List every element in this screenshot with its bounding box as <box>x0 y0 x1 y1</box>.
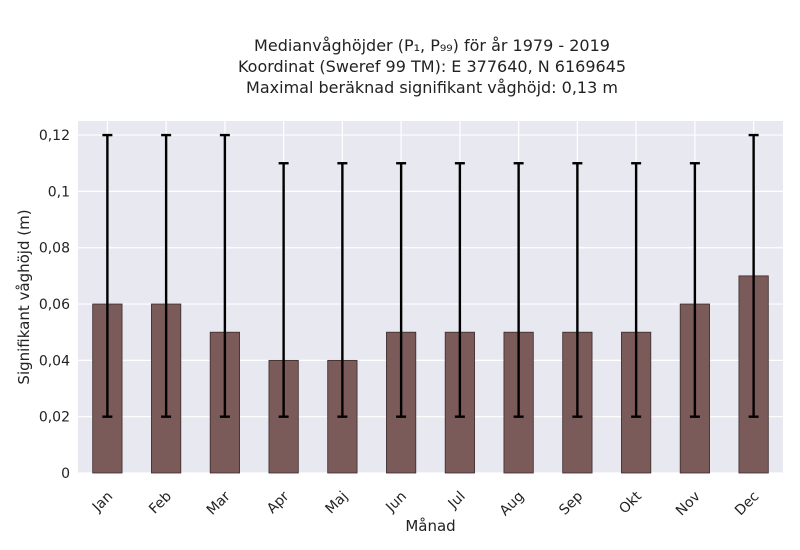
x-tick-label-apr: Apr <box>264 488 293 517</box>
y-tick-label: 0,12 <box>39 128 70 144</box>
x-tick-label-nov: Nov <box>673 489 704 520</box>
y-tick-label: 0,06 <box>39 297 70 313</box>
x-tick-label-aug: Aug <box>497 489 528 520</box>
x-tick-label-feb: Feb <box>146 488 175 517</box>
x-tick-label-maj: Maj <box>323 489 352 518</box>
y-tick-label: 0,1 <box>48 184 70 200</box>
errorbar-nov <box>689 162 700 418</box>
y-axis-ticks: 0 0,02 0,04 0,06 0,08 0,1 0,12 <box>39 128 70 482</box>
x-axis-ticks: Jan Feb Mar Apr Maj Jun Jul Aug Sep Okt Nov Dec <box>89 488 763 519</box>
x-axis-label: Månad <box>405 517 455 535</box>
title-line-2: Koordinat (Sweref 99 TM): E 377640, N 61… <box>238 57 626 76</box>
errorbar-feb <box>161 133 172 418</box>
x-tick-label-mar: Mar <box>204 488 234 518</box>
x-tick-label-sep: Sep <box>556 488 586 518</box>
errorbar-okt <box>631 162 642 418</box>
errorbar-aug <box>513 162 524 418</box>
errorbar-sep <box>572 162 583 418</box>
errorbar-mar <box>219 133 230 418</box>
errorbar-jul <box>454 162 465 418</box>
error-bars <box>102 133 759 418</box>
title-line-1: Medianvåghöjder (P₁, P₉₉) för år 1979 - … <box>254 36 610 55</box>
chart-title: Medianvåghöjder (P₁, P₉₉) för år 1979 - … <box>238 36 626 97</box>
plot-area <box>78 121 783 473</box>
y-axis-label: Signifikant våghöjd (m) <box>15 209 33 384</box>
y-tick-label: 0,04 <box>39 353 70 369</box>
x-tick-label-dec: Dec <box>732 489 762 519</box>
title-line-3: Maximal beräknad signifikant våghöjd: 0,… <box>246 78 618 97</box>
x-tick-label-okt: Okt <box>616 488 645 517</box>
y-tick-label: 0 <box>61 466 70 482</box>
errorbar-jan <box>102 133 113 418</box>
y-tick-label: 0,02 <box>39 410 70 426</box>
y-tick-label: 0,08 <box>39 241 70 257</box>
errorbar-maj <box>337 162 348 418</box>
errorbar-apr <box>278 162 289 418</box>
errorbar-jun <box>396 162 407 418</box>
x-tick-label-jul: Jul <box>445 489 469 513</box>
errorbar-dec <box>748 133 759 418</box>
x-tick-label-jun: Jun <box>382 489 409 516</box>
x-tick-label-jan: Jan <box>89 489 116 516</box>
